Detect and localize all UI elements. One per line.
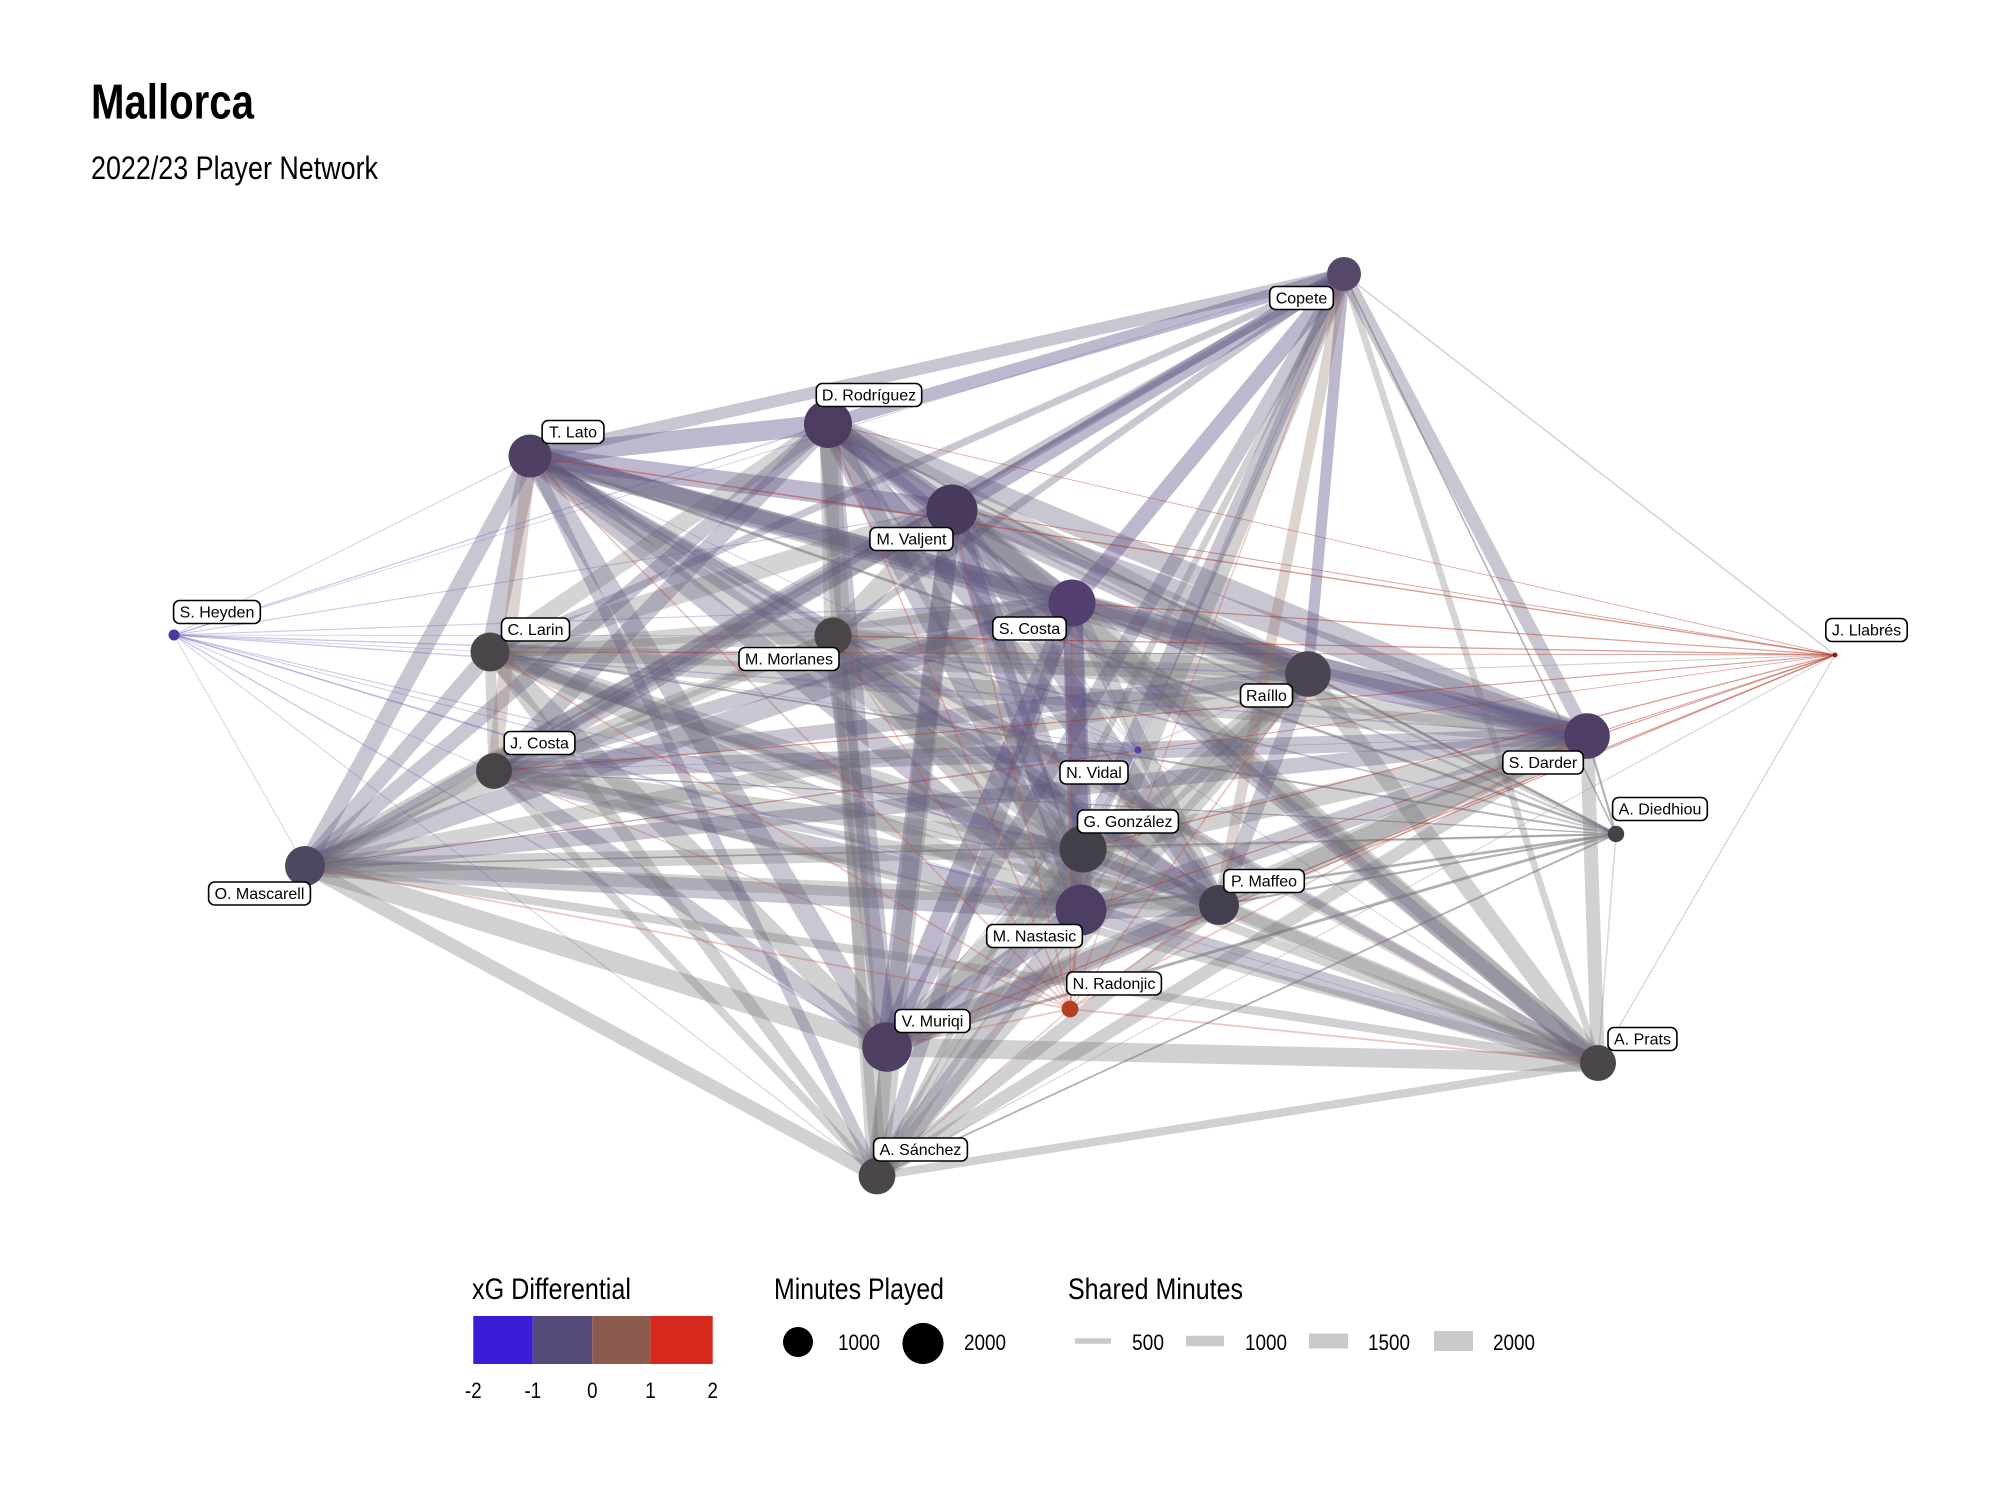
svg-text:Shared Minutes: Shared Minutes	[1068, 1273, 1243, 1306]
svg-text:T. Lato: T. Lato	[549, 425, 597, 442]
svg-text:Raíllo: Raíllo	[1246, 688, 1287, 705]
svg-text:1500: 1500	[1368, 1330, 1410, 1355]
svg-text:O. Mascarell: O. Mascarell	[215, 886, 305, 903]
svg-text:1000: 1000	[838, 1330, 880, 1355]
svg-text:-2: -2	[465, 1378, 482, 1403]
svg-text:0: 0	[587, 1378, 597, 1403]
svg-text:2000: 2000	[964, 1330, 1006, 1355]
svg-text:1: 1	[645, 1378, 655, 1403]
svg-text:C. Larin: C. Larin	[507, 622, 563, 639]
svg-text:A. Prats: A. Prats	[1614, 1032, 1671, 1049]
svg-text:S. Costa: S. Costa	[999, 621, 1060, 638]
svg-text:N. Vidal: N. Vidal	[1066, 765, 1122, 782]
svg-text:2: 2	[708, 1378, 718, 1403]
svg-text:Mallorca: Mallorca	[91, 76, 255, 130]
svg-text:S. Darder: S. Darder	[1509, 755, 1578, 772]
svg-text:M. Nastasic: M. Nastasic	[993, 929, 1077, 946]
svg-text:2000: 2000	[1493, 1330, 1535, 1355]
svg-text:J. Costa: J. Costa	[510, 736, 569, 753]
svg-text:500: 500	[1132, 1330, 1164, 1355]
svg-text:M. Morlanes: M. Morlanes	[745, 652, 833, 669]
svg-text:2022/23 Player Network: 2022/23 Player Network	[91, 150, 379, 186]
svg-text:M. Valjent: M. Valjent	[877, 532, 948, 549]
svg-text:xG Differential: xG Differential	[472, 1273, 631, 1306]
svg-text:A. Sánchez: A. Sánchez	[880, 1142, 962, 1159]
svg-text:A. Diedhiou: A. Diedhiou	[1619, 802, 1702, 819]
svg-text:-1: -1	[525, 1378, 542, 1403]
svg-text:N. Radonjic: N. Radonjic	[1073, 976, 1156, 993]
svg-text:S. Heyden: S. Heyden	[180, 605, 255, 622]
svg-text:G. González: G. González	[1084, 814, 1173, 831]
svg-text:Copete: Copete	[1276, 291, 1328, 308]
svg-text:V. Muriqi: V. Muriqi	[902, 1014, 964, 1031]
svg-text:P. Maffeo: P. Maffeo	[1231, 874, 1297, 891]
svg-text:J. Llabrés: J. Llabrés	[1832, 623, 1901, 640]
svg-text:D. Rodríguez: D. Rodríguez	[822, 388, 916, 405]
svg-text:Minutes Played: Minutes Played	[774, 1273, 944, 1306]
svg-text:1000: 1000	[1245, 1330, 1287, 1355]
